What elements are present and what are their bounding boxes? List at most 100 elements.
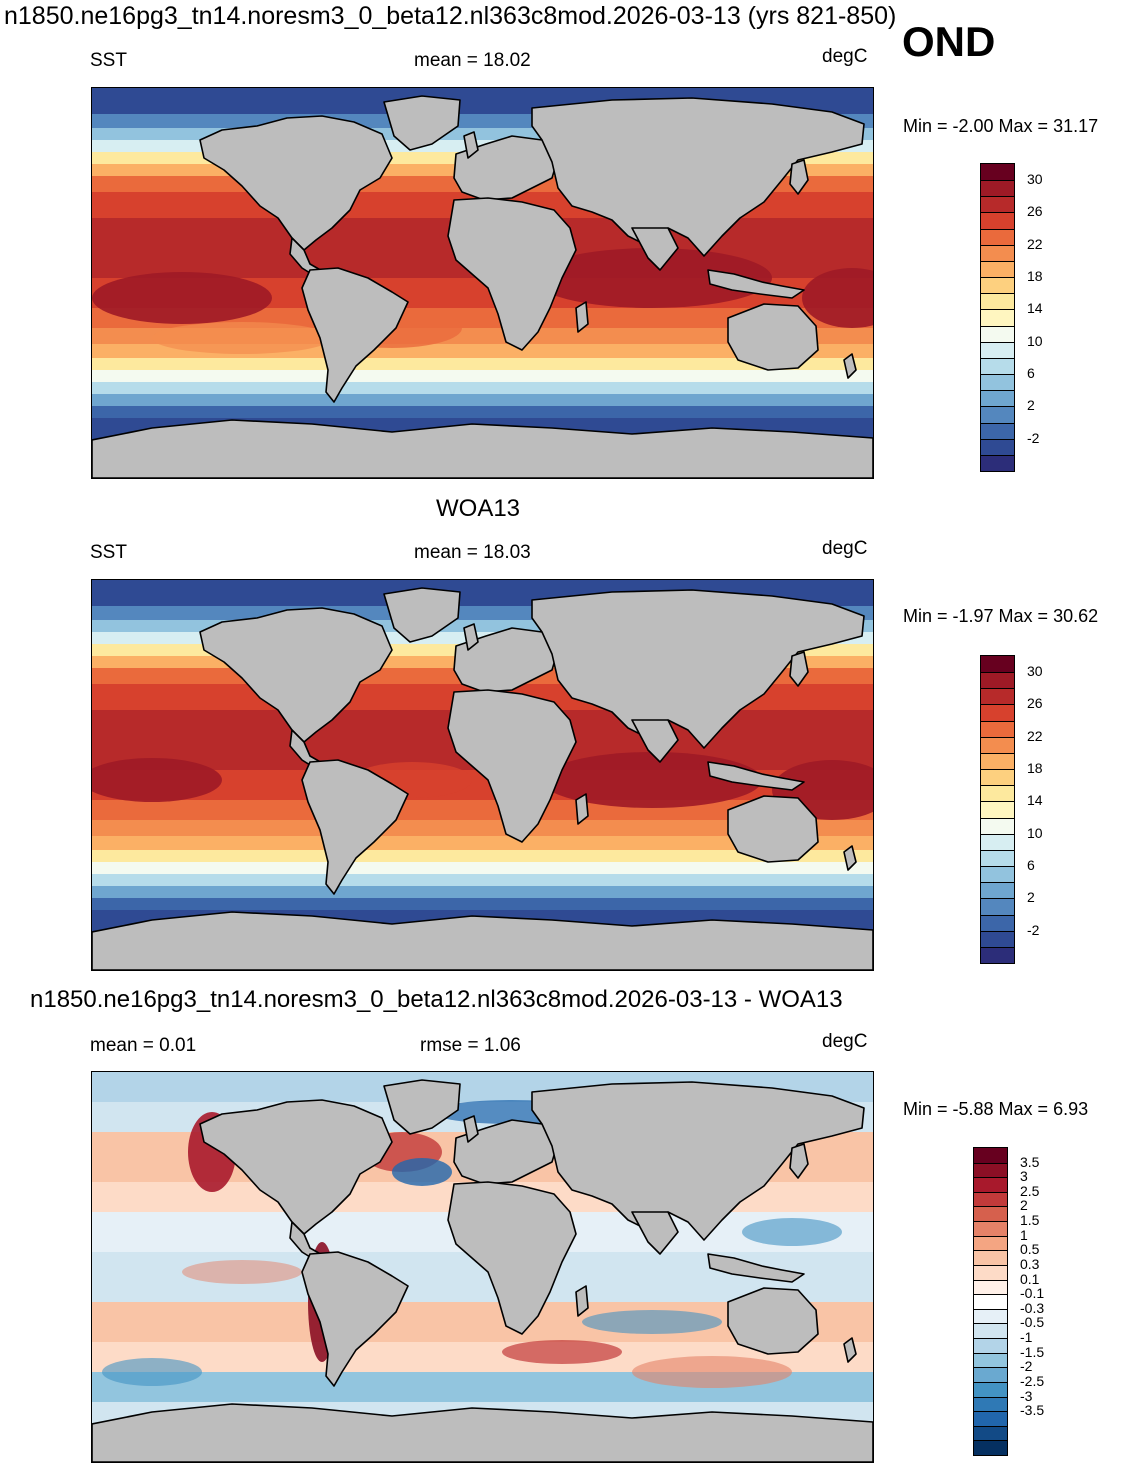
land-africa [447,1181,577,1335]
colorbar-swatch [981,833,1014,850]
map-plot-area [92,580,873,970]
colorbar-swatch [981,736,1014,753]
ocean-field-band [92,820,873,836]
colorbar-tick-label: 2.5 [1020,1182,1040,1199]
colorbar-swatch [981,244,1014,261]
colorbar-tick-label: 2 [1027,889,1035,906]
colorbar-tick-label: -2.5 [1020,1372,1045,1389]
diff-colorbar [973,1147,1008,1456]
colorbar-swatch [974,1352,1007,1368]
colorbar-tick-label: 2 [1027,397,1035,414]
colorbar-swatch [981,422,1014,439]
colorbar-swatch [981,341,1014,358]
colorbar-tick-label: 1 [1020,1226,1028,1243]
colorbar-swatch [981,293,1014,310]
colorbar-tick-label: 30 [1027,171,1043,188]
colorbar-tick-label: 14 [1027,300,1043,317]
land-europe [453,135,559,201]
land-antarctica [92,419,873,478]
panel-diff-title: n1850.ne16pg3_tn14.noresm3_0_beta12.nl36… [30,986,843,1013]
colorbar-tick-label: -0.5 [1020,1314,1045,1331]
model-colorbar [980,163,1015,472]
land-madagascar [575,793,589,825]
land-antarctica [92,1403,873,1462]
panel-model-mean: mean = 18.02 [414,50,531,71]
colorbar-tick-label: 30 [1027,663,1043,680]
land-northAmerica [199,607,393,743]
ocean-field-band [92,308,873,328]
colorbar-tick-label: 0.1 [1020,1270,1040,1287]
colorbar-swatch [981,196,1014,213]
colorbar-tick-label: -1 [1020,1329,1033,1346]
panel-obs-title: WOA13 [436,495,521,522]
colorbar-swatch [981,817,1014,834]
colorbar-swatch [974,1440,1007,1455]
colorbar-swatch [981,769,1014,786]
colorbar-swatch [981,801,1014,818]
colorbar-swatch [974,1279,1007,1295]
ocean-anomaly-patch [392,1158,452,1186]
colorbar-tick-label: -0.1 [1020,1285,1045,1302]
colorbar-swatch [981,357,1014,375]
ocean-field-band [92,862,873,874]
season-label: OND [902,18,996,65]
colorbar-tick-label: 1.5 [1020,1212,1040,1229]
land-africa [447,689,577,843]
colorbar-swatch [981,325,1014,342]
ocean-field-band [92,874,873,886]
colorbar-swatch [974,1381,1007,1397]
land-southAmerica [301,1251,409,1387]
colorbar-tick-label: 0.5 [1020,1241,1040,1258]
ocean-field-band [92,886,873,898]
panel-obs-variable: SST [90,542,127,563]
land-northAmerica [199,1099,393,1235]
colorbar-swatch [981,930,1014,947]
colorbar-swatch [974,1250,1007,1265]
colorbar-swatch [981,720,1014,737]
colorbar-swatch [981,704,1014,721]
panel-diff-rmse: rmse = 1.06 [420,1035,521,1056]
land-greenland [383,95,461,151]
panel-model-minmax: Min = -2.00 Max = 31.17 [903,116,1099,136]
colorbar-swatch [974,1396,1007,1412]
land-uk [463,1115,479,1143]
colorbar-tick-label: 14 [1027,792,1043,809]
ocean-anomaly-patch [632,1356,792,1388]
colorbar-swatch [974,1191,1007,1207]
colorbar-swatch [981,866,1014,883]
colorbar-swatch [981,277,1014,294]
colorbar-swatch [974,1294,1007,1309]
colorbar-tick-label: 22 [1027,727,1043,744]
land-europe [453,627,559,693]
colorbar-swatch [981,212,1014,229]
land-indonesia [707,1253,805,1283]
land-africa [447,197,577,351]
land-northAmerica [199,115,393,251]
colorbar-swatch [981,260,1014,278]
land-india [631,719,679,763]
colorbar-swatch [981,882,1014,899]
land-india [631,227,679,271]
colorbar-tick-label: 10 [1027,824,1043,841]
land-asia [531,1081,865,1241]
map-plot-area [92,88,873,478]
land-greenland [383,1079,461,1135]
ocean-anomaly-patch [92,758,222,802]
colorbar-swatch [981,752,1014,770]
colorbar-swatch [974,1425,1007,1441]
land-greenland [383,587,461,643]
colorbar-tick-label: 6 [1027,365,1035,382]
land-india [631,1211,679,1255]
ocean-anomaly-patch [182,1260,302,1284]
colorbar-swatch [974,1411,1007,1426]
land-southAmerica [301,267,409,403]
colorbar-swatch [974,1367,1007,1382]
map-plot-area [92,1072,873,1462]
colorbar-swatch [981,946,1014,963]
ocean-anomaly-patch [532,248,772,308]
colorbar-tick-label: 6 [1027,857,1035,874]
colorbar-swatch [981,309,1014,326]
colorbar-swatch [981,898,1014,915]
colorbar-swatch [981,849,1014,867]
land-japan [789,651,809,687]
